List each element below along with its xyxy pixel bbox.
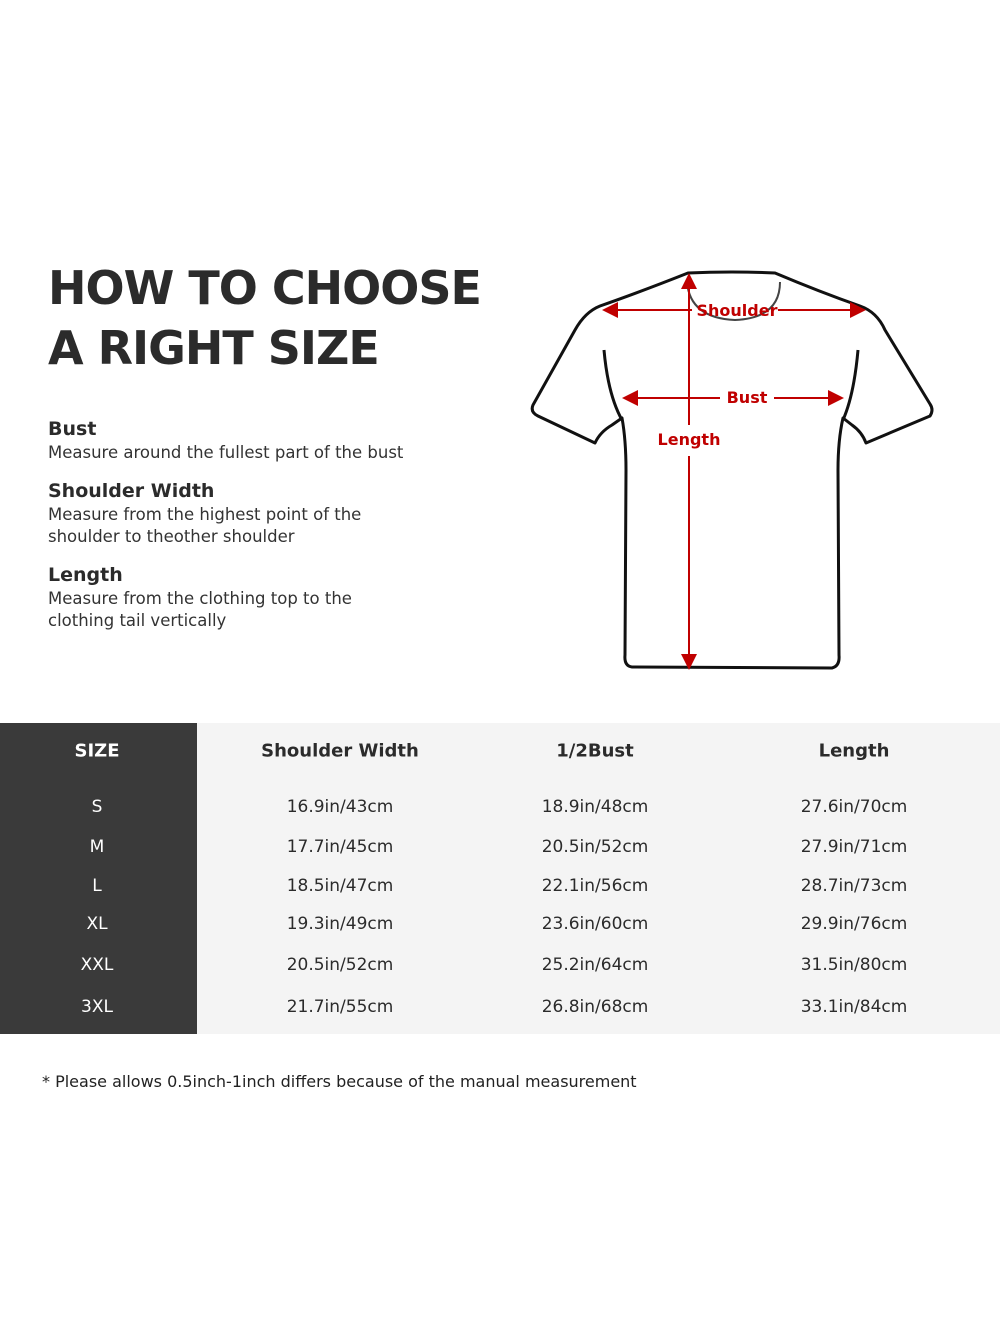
header-shoulder-width: Shoulder Width	[261, 740, 419, 762]
tshirt-diagram: Shoulder Bust Length	[530, 270, 934, 670]
title-line-1: HOW TO CHOOSE	[48, 261, 482, 315]
cell-length: 31.5in/80cm	[800, 955, 908, 975]
measurement-note: * Please allows 0.5inch-1inch differs be…	[42, 1072, 637, 1091]
definition-term-length: Length	[48, 564, 123, 586]
desc-line: Measure from the highest point of the	[48, 505, 362, 524]
cell-size: M	[89, 837, 105, 857]
cell-length: 27.6in/70cm	[800, 797, 908, 817]
cell-length: 33.1in/84cm	[800, 997, 908, 1017]
tshirt-outline	[530, 270, 934, 670]
cell-size: 3XL	[81, 997, 113, 1017]
cell-size: S	[91, 797, 103, 817]
length-label: Length	[658, 430, 721, 449]
header-length: Length	[818, 740, 890, 762]
bust-label: Bust	[727, 388, 768, 407]
cell-shoulder-width: 19.3in/49cm	[286, 914, 394, 934]
cell-shoulder-width: 18.5in/47cm	[286, 876, 394, 896]
measurement-definitions: Bust Measure around the fullest part of …	[48, 416, 468, 646]
definition-desc-shoulder: Measure from the highest point of the sho…	[48, 504, 468, 548]
cell-size: XL	[86, 914, 108, 934]
header-half-bust: 1/2Bust	[556, 740, 634, 762]
cell-length: 27.9in/71cm	[800, 837, 908, 857]
title-line-2: A RIGHT SIZE	[48, 321, 380, 375]
definition-desc-bust: Measure around the fullest part of the b…	[48, 443, 404, 462]
cell-half-bust: 18.9in/48cm	[541, 797, 649, 817]
definition-term-bust: Bust	[48, 418, 97, 440]
cell-half-bust: 23.6in/60cm	[541, 914, 649, 934]
definition-desc-length: Measure from the clothing top to the clot…	[48, 588, 468, 632]
cell-size: XXL	[80, 955, 114, 975]
desc-line: Measure from the clothing top to the	[48, 589, 352, 608]
cell-length: 29.9in/76cm	[800, 914, 908, 934]
cell-half-bust: 25.2in/64cm	[541, 955, 649, 975]
size-table: SIZE S M L XL XXL 3XL Shoulder Width 1/2Bust Len…	[0, 723, 1000, 1034]
cell-shoulder-width: 20.5in/52cm	[286, 955, 394, 975]
shoulder-label: Shoulder	[697, 301, 778, 320]
definition-term-shoulder: Shoulder Width	[48, 480, 215, 502]
cell-length: 28.7in/73cm	[800, 876, 908, 896]
cell-half-bust: 22.1in/56cm	[541, 876, 649, 896]
desc-line: clothing tail vertically	[48, 611, 227, 630]
page-title: HOW TO CHOOSE A RIGHT SIZE	[48, 258, 482, 378]
cell-shoulder-width: 16.9in/43cm	[286, 797, 394, 817]
cell-shoulder-width: 17.7in/45cm	[286, 837, 394, 857]
cell-half-bust: 26.8in/68cm	[541, 997, 649, 1017]
desc-line: shoulder to theother shoulder	[48, 527, 295, 546]
size-column: SIZE S M L XL XXL 3XL	[0, 723, 197, 1034]
cell-half-bust: 20.5in/52cm	[541, 837, 649, 857]
cell-shoulder-width: 21.7in/55cm	[286, 997, 394, 1017]
cell-size: L	[92, 876, 102, 896]
header-size: SIZE	[74, 740, 120, 762]
